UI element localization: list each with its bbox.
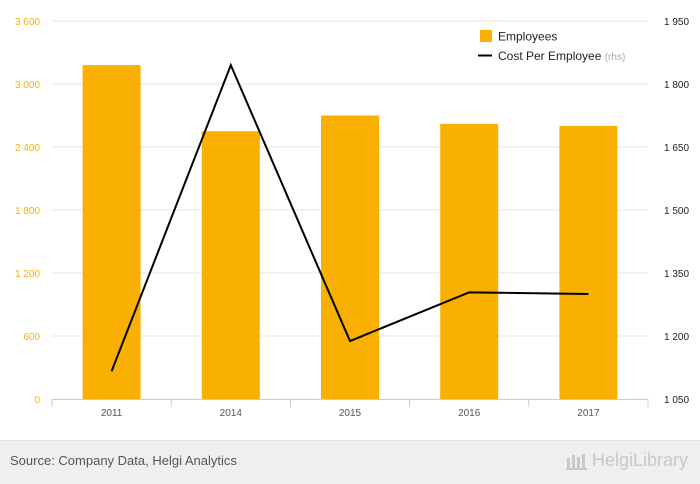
bar (321, 115, 379, 399)
y-left-tick-label: 0 (34, 395, 40, 406)
legend-label-employees: Employees (498, 30, 557, 44)
y-right-tick-label: 1 800 (664, 80, 689, 91)
legend-series-name: Cost Per Employee (498, 49, 605, 63)
axis-layer: 0 1 050 600 1 200 1 200 1 350 1 800 1 500 2 400 1… (15, 17, 689, 419)
cost-per-employee-line (110, 62, 589, 372)
x-tick-label: 2017 (577, 408, 600, 419)
legend-swatch-employees (480, 30, 492, 42)
source-note: Source: Company Data, Helgi Analytics (10, 453, 237, 468)
y-right-tick-label: 1 500 (664, 206, 689, 217)
x-tick-label: 2015 (339, 408, 362, 419)
y-right-tick-label: 1 200 (664, 332, 689, 343)
y-right-tick-label: 1 950 (664, 17, 689, 28)
legend-rhs-note: (rhs) (605, 52, 626, 63)
line-layer (110, 62, 589, 372)
y-left-tick-label: 3 600 (15, 17, 40, 28)
library-icon (565, 453, 587, 470)
y-right-tick-label: 1 350 (664, 269, 689, 280)
y-right-tick-label: 1 050 (664, 395, 689, 406)
bar (559, 126, 618, 399)
y-left-tick-label: 1 200 (15, 269, 40, 280)
y-left-tick-label: 1 800 (15, 206, 40, 217)
y-left-tick-label: 2 400 (15, 143, 40, 154)
y-left-tick-label: 600 (23, 332, 40, 343)
chart-canvas: 0 1 050 600 1 200 1 200 1 350 1 800 1 500 2 400 1… (15, 17, 689, 419)
footer: Source: Company Data, Helgi Analytics He… (0, 440, 700, 484)
bar-layer (82, 65, 618, 400)
x-tick-label: 2014 (220, 408, 243, 419)
x-tick-label: 2016 (458, 408, 481, 419)
x-tick-label: 2011 (101, 408, 123, 419)
bar (201, 131, 260, 399)
brand-name: HelgiLibrary (591, 450, 688, 470)
y-right-tick-label: 1 650 (664, 143, 689, 154)
legend: Employees Cost Per Employee (rhs) (478, 30, 625, 63)
bar (82, 65, 141, 399)
y-left-tick-label: 3 000 (15, 80, 40, 91)
bar (440, 123, 499, 400)
legend-label-cost-per-employee: Cost Per Employee (rhs) (498, 49, 625, 63)
brand-logo: HelgiLibrary (565, 450, 688, 471)
